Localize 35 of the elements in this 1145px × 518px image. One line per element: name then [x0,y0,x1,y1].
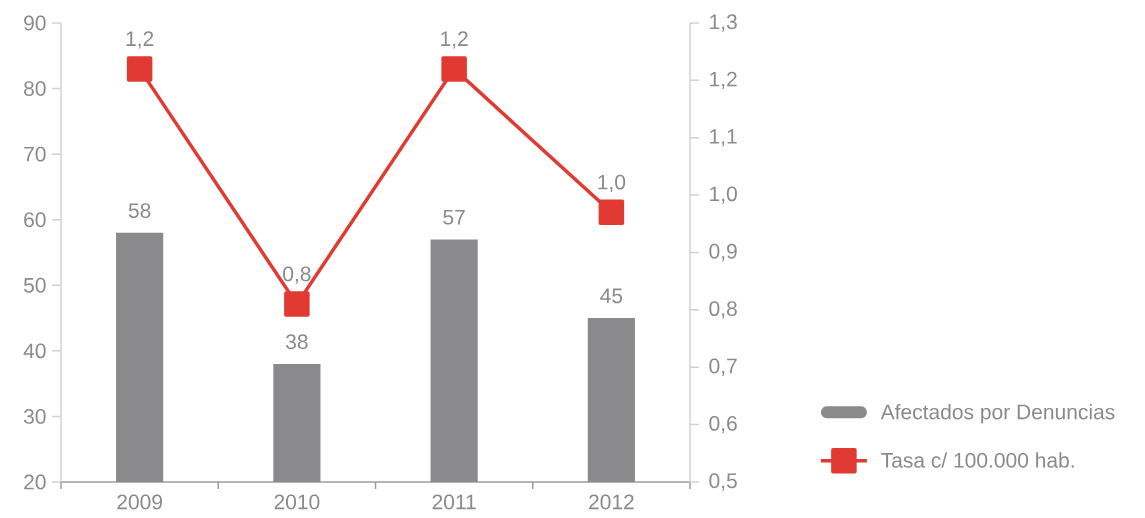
y-tick-label: 90 [24,15,46,31]
y-tick-label: 50 [23,277,46,293]
x-tick-label: 2011 [432,494,476,510]
y-tick-label: 30 [23,408,46,424]
y-tick-label: 60 [24,212,46,228]
y2-tick-label: 1,2 [710,71,737,90]
y2-tick-label: 0,5 [709,473,737,491]
y2-tick-label: 0,9 [709,243,737,262]
x-tick-label: 2010 [274,494,320,510]
y-tick-label: 70 [24,146,46,162]
data-label: 58 [128,203,151,219]
x-tick-label: 2012 [589,494,634,510]
y2-tick-label: 1,0 [710,186,737,204]
y-tick-label: 80 [24,81,46,96]
point [598,199,625,226]
data-label: 57 [443,209,465,225]
point [126,56,153,82]
y2-tick-label: 0,6 [709,415,737,434]
y2-tick-label: 1,3 [710,14,737,32]
data-label: 1,2 [441,31,468,49]
legend-label: Tasa c/ 100.000 hab. [881,452,1074,468]
data-label: 45 [600,288,623,304]
data-label: 1,2 [126,31,154,49]
x-tick-label: 2009 [117,494,162,510]
y2-tick-label: 0,8 [709,301,737,319]
y-tick-label: 20 [24,474,46,490]
data-label: 1,0 [598,174,626,193]
data-label: 38 [286,334,308,350]
legend-label: Afectados por Denuncias [880,403,1115,424]
point [284,291,310,317]
y-tick-label: 40 [23,343,46,359]
point [441,56,467,82]
y2-tick-label: 0,7 [709,358,737,376]
y2-tick-label: 1,1 [710,129,737,147]
data-label: 0,8 [283,266,311,284]
